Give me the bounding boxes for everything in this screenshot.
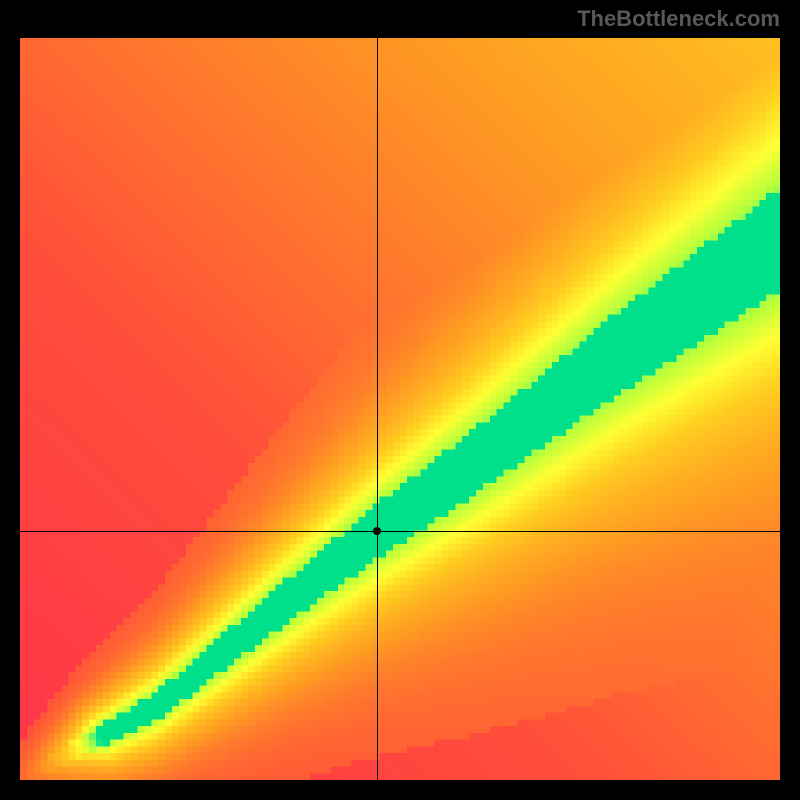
heatmap-canvas <box>20 38 780 780</box>
crosshair-vertical <box>377 38 378 780</box>
watermark-text: TheBottleneck.com <box>577 6 780 32</box>
plot-area <box>20 38 780 780</box>
chart-container: TheBottleneck.com <box>0 0 800 800</box>
crosshair-marker <box>373 527 381 535</box>
crosshair-horizontal <box>20 531 780 532</box>
